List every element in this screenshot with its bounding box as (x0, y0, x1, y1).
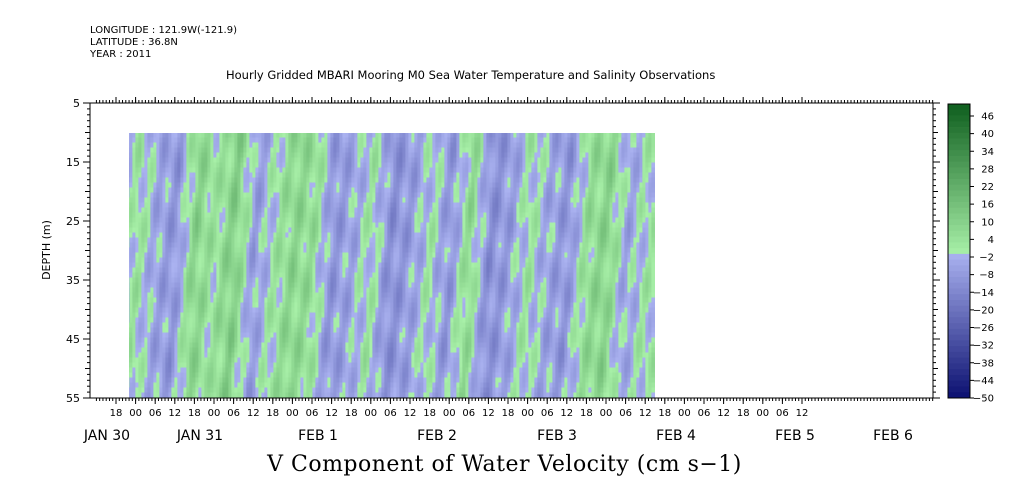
x-tick-label: 00 (756, 408, 769, 419)
x-day-label: FEB 3 (537, 428, 577, 444)
x-tick-label: 18 (188, 408, 201, 419)
x-tick-label: 12 (247, 408, 260, 419)
depth-axis: 5 15 25 35 45 55 (66, 97, 940, 405)
x-tick-label: 18 (345, 408, 358, 419)
colorbar-label: 22 (981, 182, 994, 193)
x-tick-label: 18 (266, 408, 279, 419)
x-tick-label: 00 (129, 408, 142, 419)
y-tick-label: 5 (73, 97, 80, 110)
x-tick-label: 06 (776, 408, 789, 419)
colorbar-frame (947, 103, 971, 399)
x-tick-label: 00 (521, 408, 534, 419)
x-tick-label: 00 (364, 408, 377, 419)
x-tick-label: 06 (462, 408, 475, 419)
x-tick-label: 18 (658, 408, 671, 419)
x-tick-label: 18 (737, 408, 750, 419)
x-tick-label: 00 (600, 408, 613, 419)
x-day-label: FEB 1 (298, 428, 338, 444)
x-tick-label: 00 (443, 408, 456, 419)
x-tick-label: 06 (619, 408, 632, 419)
x-tick-label: 12 (717, 408, 730, 419)
colorbar-label: 28 (981, 164, 994, 175)
x-tick-label: 00 (678, 408, 691, 419)
x-tick-label: 18 (580, 408, 593, 419)
colorbar-label: −44 (973, 376, 994, 387)
colorbar-label: 34 (981, 147, 994, 158)
x-tick-label: 12 (796, 408, 809, 419)
y-tick-label: 25 (66, 215, 80, 228)
x-tick-label: 18 (423, 408, 436, 419)
colorbar-label: 16 (981, 200, 994, 211)
x-tick-label: 12 (639, 408, 652, 419)
time-axis: 18 00 06 12 18 00 06 12 18 00 06 12 18 00 06 12 18 00 06 12… (83, 97, 934, 444)
colorbar-label: 46 (981, 112, 994, 123)
x-tick-label: 00 (208, 408, 221, 419)
longitude-label: LONGITUDE : 121.9W(-121.9) (90, 25, 237, 36)
variable-title: V Component of Water Velocity (cm s−1) (267, 452, 742, 477)
x-tick-label: 06 (306, 408, 319, 419)
colorbar-label: −2 (979, 253, 994, 264)
x-day-label: FEB 2 (417, 428, 457, 444)
x-tick-label: 00 (286, 408, 299, 419)
x-day-label: FEB 6 (873, 428, 913, 444)
x-tick-label: 18 (110, 408, 123, 419)
x-day-label: JAN 30 (83, 428, 130, 444)
y-tick-label: 35 (66, 274, 80, 287)
colorbar-label: 40 (981, 129, 994, 140)
x-tick-label: 06 (541, 408, 554, 419)
x-tick-label: 06 (227, 408, 240, 419)
latitude-label: LATITUDE : 36.8N (90, 37, 178, 48)
x-tick-label: 12 (168, 408, 181, 419)
y-tick-label: 45 (66, 333, 80, 346)
velocity-field (129, 133, 655, 398)
colorbar-label: −50 (973, 394, 994, 405)
y-tick-label: 55 (66, 392, 80, 405)
colorbar-label: −26 (973, 323, 994, 334)
x-tick-label: 06 (149, 408, 162, 419)
x-tick-label: 06 (698, 408, 711, 419)
x-day-label: JAN 31 (176, 428, 223, 444)
y-axis-label: DEPTH (m) (40, 220, 53, 280)
x-tick-label: 12 (482, 408, 495, 419)
colorbar-label: −38 (973, 358, 994, 369)
x-tick-label: 12 (404, 408, 417, 419)
colorbar-label: 10 (981, 217, 994, 228)
chart-title: Hourly Gridded MBARI Mooring M0 Sea Wate… (226, 68, 716, 82)
colorbar-label: −20 (973, 305, 994, 316)
y-tick-label: 15 (66, 156, 80, 169)
colorbar-label: 4 (988, 235, 994, 246)
colorbar: 46 40 34 28 22 16 10 4 −2 −8 −14 −20 −26 −32 −38 −44 −50 (947, 103, 994, 405)
x-tick-label: 12 (325, 408, 338, 419)
x-tick-label: 12 (560, 408, 573, 419)
colorbar-label: −32 (973, 341, 994, 352)
x-day-label: FEB 5 (775, 428, 815, 444)
colorbar-label: −8 (979, 270, 994, 281)
x-tick-label: 06 (384, 408, 397, 419)
colorbar-label: −14 (973, 288, 994, 299)
x-tick-label: 18 (502, 408, 515, 419)
x-day-label: FEB 4 (656, 428, 696, 444)
year-label: YEAR : 2011 (90, 49, 152, 60)
